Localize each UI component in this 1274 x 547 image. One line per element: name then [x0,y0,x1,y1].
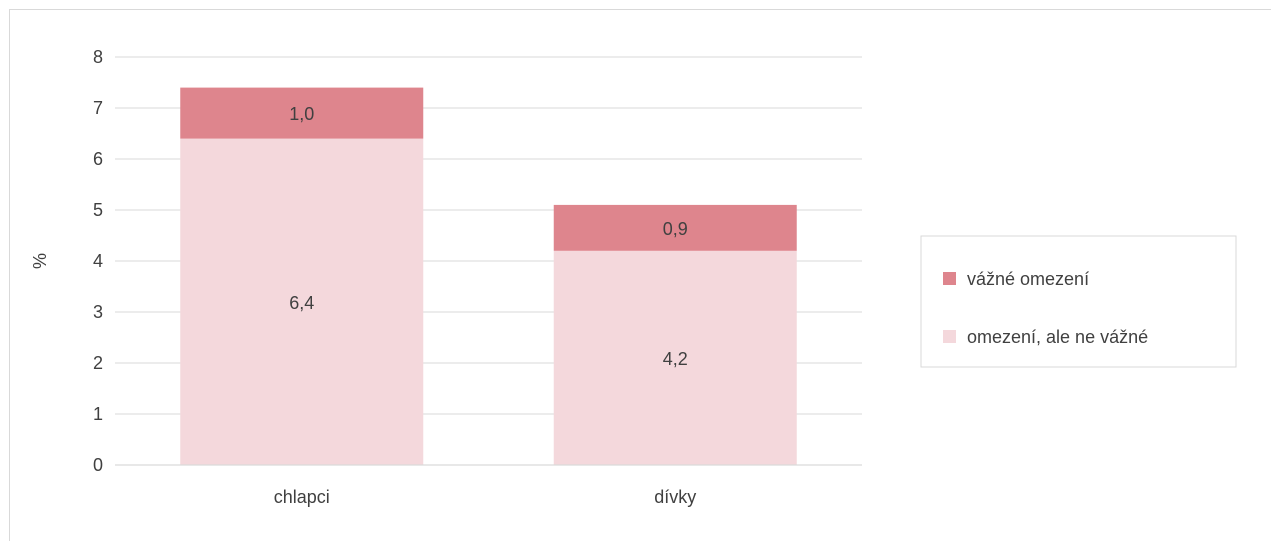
data-label: 1,0 [289,104,314,124]
bar-segment [180,138,424,465]
x-tick-label: dívky [654,487,696,507]
data-label: 4,2 [663,349,688,369]
bar-segment [180,87,424,139]
y-tick-label: 2 [93,353,103,373]
y-tick-label: 3 [93,302,103,322]
data-label: 0,9 [663,219,688,239]
bar-segment [553,250,797,465]
chart-frame: 0 1 2 3 4 5 6 7 8% 6,4 1,0 chlapci 4,2 0,9 dívky vážné … [9,9,1271,541]
data-label: 6,4 [289,293,314,313]
stacked-bar-chart: 0 1 2 3 4 5 6 7 8% 6,4 1,0 chlapci 4,2 0,9 dívky vážné … [30,47,1237,507]
legend-label: vážné omezení [967,269,1089,289]
bar-segment [553,204,797,251]
legend-swatch [943,330,956,343]
x-tick-label: chlapci [274,487,330,507]
legend-swatch [943,272,956,285]
y-tick-label: 1 [93,404,103,424]
y-tick-label: 4 [93,251,103,271]
y-tick-label: 6 [93,149,103,169]
y-axis-label: % [30,253,50,269]
y-tick-label: 0 [93,455,103,475]
y-tick-label: 8 [93,47,103,67]
legend-label: omezení, ale ne vážné [967,327,1148,347]
legend-box [920,235,1237,368]
y-tick-label: 5 [93,200,103,220]
y-tick-label: 7 [93,98,103,118]
